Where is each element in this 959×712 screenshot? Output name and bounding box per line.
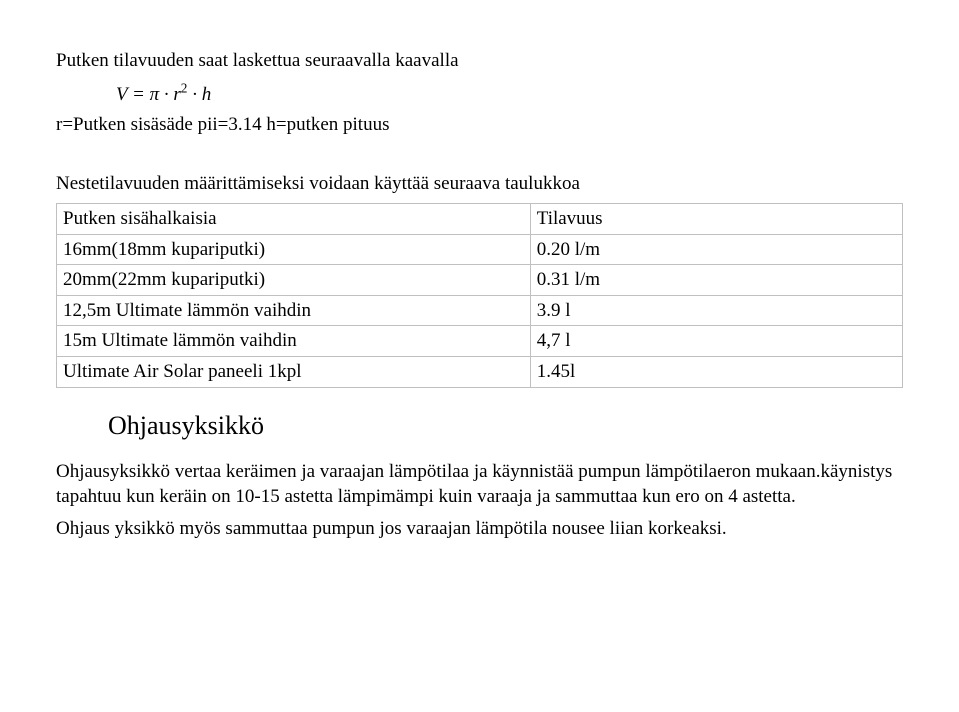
section-heading: Ohjausyksikkö bbox=[108, 408, 903, 443]
table-cell: 12,5m Ultimate lämmön vaihdin bbox=[57, 295, 531, 326]
table-cell: 15m Ultimate lämmön vaihdin bbox=[57, 326, 531, 357]
table-cell: 4,7 l bbox=[530, 326, 902, 357]
table-row: Putken sisähalkaisia Tilavuus bbox=[57, 203, 903, 234]
volume-formula: V = π · r2 · h bbox=[116, 80, 903, 108]
section-paragraph-1: Ohjausyksikkö vertaa keräimen ja varaaja… bbox=[56, 459, 903, 510]
table-row: 20mm(22mm kupariputki) 0.31 l/m bbox=[57, 265, 903, 296]
section-paragraph-2: Ohjaus yksikkö myös sammuttaa pumpun jos… bbox=[56, 516, 903, 542]
table-cell: 0.20 l/m bbox=[530, 234, 902, 265]
table-cell: Putken sisähalkaisia bbox=[57, 203, 531, 234]
table-cell: 16mm(18mm kupariputki) bbox=[57, 234, 531, 265]
table-cell: Tilavuus bbox=[530, 203, 902, 234]
table-cell: 3.9 l bbox=[530, 295, 902, 326]
table-cell: 20mm(22mm kupariputki) bbox=[57, 265, 531, 296]
intro-line-1: Putken tilavuuden saat laskettua seuraav… bbox=[56, 48, 903, 74]
table-cell: 1.45l bbox=[530, 357, 902, 388]
table-row: 12,5m Ultimate lämmön vaihdin 3.9 l bbox=[57, 295, 903, 326]
table-lead-text: Nestetilavuuden määrittämiseksi voidaan … bbox=[56, 171, 903, 197]
table-row: Ultimate Air Solar paneeli 1kpl 1.45l bbox=[57, 357, 903, 388]
table-cell: 0.31 l/m bbox=[530, 265, 902, 296]
table-row: 15m Ultimate lämmön vaihdin 4,7 l bbox=[57, 326, 903, 357]
intro-line-2: r=Putken sisäsäde pii=3.14 h=putken pitu… bbox=[56, 112, 903, 138]
volume-table: Putken sisähalkaisia Tilavuus 16mm(18mm … bbox=[56, 203, 903, 388]
table-cell: Ultimate Air Solar paneeli 1kpl bbox=[57, 357, 531, 388]
table-row: 16mm(18mm kupariputki) 0.20 l/m bbox=[57, 234, 903, 265]
